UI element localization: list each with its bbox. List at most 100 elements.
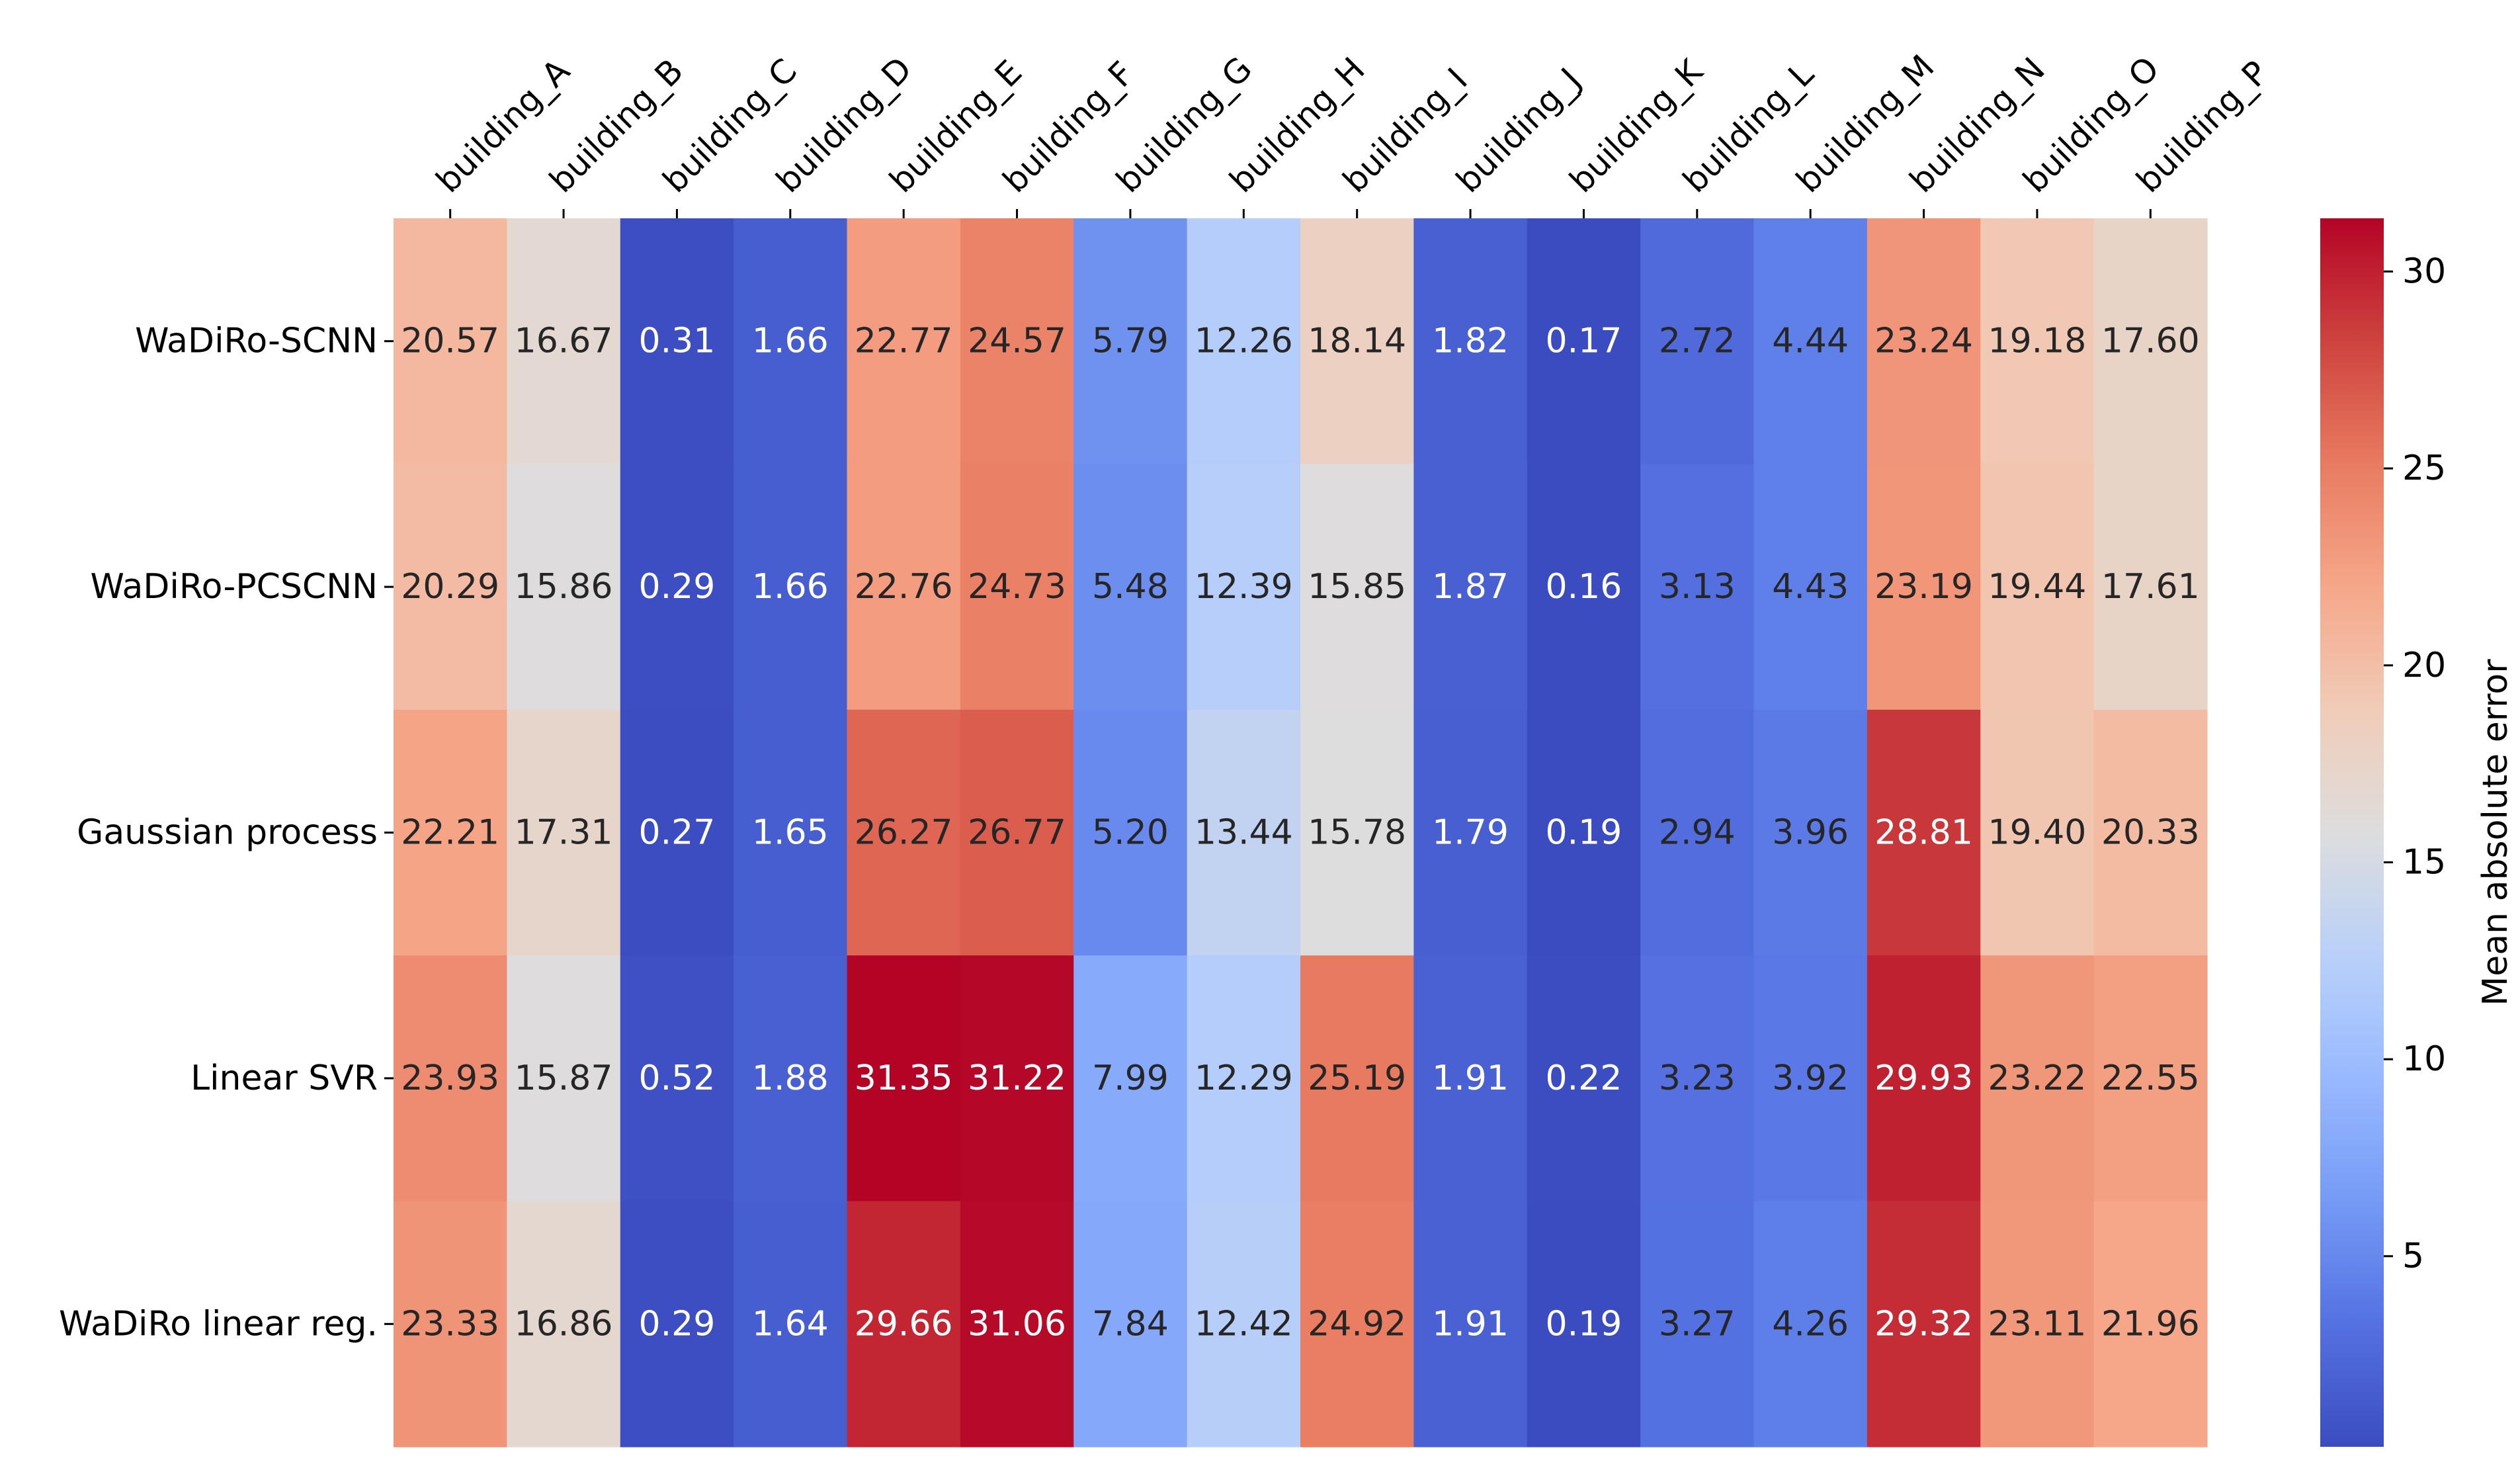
heatmap-cell bbox=[1413, 218, 1528, 464]
heatmap-cell bbox=[1867, 464, 1981, 711]
heatmap-cell bbox=[1640, 709, 1755, 956]
heatmap-cell bbox=[1187, 709, 1301, 956]
cell-value-label: 3.27 bbox=[1659, 1304, 1736, 1344]
cell-value-label: 5.79 bbox=[1092, 322, 1169, 361]
cell-value-label: 0.52 bbox=[639, 1058, 716, 1098]
heatmap-cell bbox=[1187, 218, 1301, 464]
cell-value-label: 0.19 bbox=[1546, 1304, 1622, 1344]
colorbar-label: Mean absolute error bbox=[2476, 659, 2515, 1006]
heatmap-cell bbox=[734, 955, 848, 1202]
y-tick-label: Linear SVR bbox=[190, 1058, 378, 1098]
cell-value-label: 1.87 bbox=[1432, 567, 1509, 607]
cell-value-label: 24.73 bbox=[968, 567, 1066, 607]
heatmap-cell bbox=[1413, 464, 1528, 711]
colorbar-tick-label: 5 bbox=[2402, 1236, 2424, 1276]
cell-value-label: 23.93 bbox=[401, 1058, 499, 1098]
cell-value-label: 23.22 bbox=[1988, 1058, 2087, 1098]
cell-value-label: 7.99 bbox=[1092, 1058, 1169, 1098]
cell-value-label: 15.86 bbox=[515, 567, 613, 607]
cell-value-label: 16.67 bbox=[515, 322, 613, 361]
cell-value-label: 3.92 bbox=[1772, 1058, 1849, 1098]
cell-value-label: 19.18 bbox=[1988, 322, 2087, 361]
heatmap-cell bbox=[1073, 1201, 1188, 1447]
cell-value-label: 5.48 bbox=[1092, 567, 1169, 607]
heatmap-cell bbox=[1867, 709, 1981, 956]
cell-value-label: 26.77 bbox=[968, 813, 1066, 853]
cell-value-label: 1.91 bbox=[1432, 1058, 1509, 1098]
heatmap-cell bbox=[960, 464, 1074, 711]
heatmap-cell bbox=[1753, 464, 1868, 711]
heatmap-cell bbox=[1527, 955, 1641, 1202]
heatmap-cell bbox=[2093, 464, 2208, 711]
heatmap-cell bbox=[394, 218, 507, 464]
heatmap-cell bbox=[1413, 955, 1528, 1202]
colorbar: 5 10 15 20 25 30 Mean absolute error bbox=[2320, 218, 2515, 1447]
colorbar-ticks: 5 10 15 20 25 30 bbox=[2384, 251, 2446, 1276]
cell-value-label: 1.66 bbox=[752, 567, 829, 607]
heatmap-cell bbox=[1073, 464, 1188, 711]
heatmap-cell bbox=[1980, 955, 2095, 1202]
cell-value-label: 13.44 bbox=[1195, 813, 1293, 853]
cell-value-label: 22.77 bbox=[855, 322, 953, 361]
cell-value-label: 15.87 bbox=[515, 1058, 613, 1098]
heatmap-cell bbox=[847, 709, 961, 956]
cell-value-label: 16.86 bbox=[515, 1304, 613, 1344]
y-tick-label: Gaussian process bbox=[77, 813, 378, 853]
cell-value-label: 3.96 bbox=[1772, 813, 1849, 853]
cell-value-label: 12.39 bbox=[1195, 567, 1293, 607]
cell-value-label: 1.65 bbox=[752, 813, 829, 853]
heatmap-cell bbox=[1073, 709, 1188, 956]
cell-value-label: 0.19 bbox=[1546, 813, 1622, 853]
heatmap-cell bbox=[507, 464, 621, 711]
cell-value-label: 17.61 bbox=[2101, 567, 2200, 607]
heatmap-cell bbox=[394, 955, 507, 1202]
heatmap-cell bbox=[620, 464, 734, 711]
cell-value-label: 20.57 bbox=[401, 322, 499, 361]
heatmap-cell bbox=[734, 218, 848, 464]
cell-value-label: 7.84 bbox=[1092, 1304, 1169, 1344]
cell-value-label: 1.82 bbox=[1432, 322, 1509, 361]
heatmap-cells bbox=[394, 218, 2208, 1447]
cell-value-label: 29.32 bbox=[1874, 1304, 1973, 1344]
cell-value-label: 29.93 bbox=[1874, 1058, 1973, 1098]
heatmap-cell bbox=[1413, 1201, 1528, 1447]
heatmap-cell bbox=[1300, 1201, 1414, 1447]
heatmap-cell bbox=[1187, 955, 1301, 1202]
cell-value-label: 31.22 bbox=[968, 1058, 1066, 1098]
colorbar-tick-label: 25 bbox=[2402, 449, 2446, 488]
cell-value-label: 18.14 bbox=[1308, 322, 1406, 361]
y-axis: WaDiRo-SCNN WaDiRo-PCSCNN Gaussian process… bbox=[59, 322, 394, 1344]
cell-value-label: 12.29 bbox=[1195, 1058, 1293, 1098]
y-tick-label: WaDiRo-SCNN bbox=[135, 322, 378, 361]
cell-value-label: 1.79 bbox=[1432, 813, 1509, 853]
heatmap-cell bbox=[394, 464, 507, 711]
heatmap-cell bbox=[507, 709, 621, 956]
heatmap-cell bbox=[1640, 1201, 1755, 1447]
heatmap-cell bbox=[1527, 218, 1641, 464]
cell-value-label: 31.35 bbox=[855, 1058, 953, 1098]
heatmap-cell bbox=[1187, 1201, 1301, 1447]
heatmap-cell bbox=[1300, 709, 1414, 956]
heatmap-cell bbox=[1980, 709, 2095, 956]
heatmap-cell bbox=[1527, 709, 1641, 956]
heatmap-cell bbox=[1753, 709, 1868, 956]
heatmap-cell bbox=[507, 955, 621, 1202]
heatmap-cell bbox=[2093, 218, 2208, 464]
cell-value-label: 12.26 bbox=[1195, 322, 1293, 361]
cell-value-label: 31.06 bbox=[968, 1304, 1066, 1344]
heatmap-cell bbox=[394, 709, 507, 956]
heatmap-cell bbox=[960, 955, 1074, 1202]
heatmap-cell bbox=[1073, 955, 1188, 1202]
x-tick-label: building_J bbox=[1449, 61, 1589, 200]
cell-value-label: 1.64 bbox=[752, 1304, 829, 1344]
heatmap-cell bbox=[1300, 955, 1414, 1202]
cell-value-label: 4.44 bbox=[1772, 322, 1849, 361]
heatmap-cell bbox=[734, 464, 848, 711]
heatmap-cell bbox=[1980, 1201, 2095, 1447]
heatmap-cell bbox=[960, 218, 1074, 464]
heatmap-cell bbox=[734, 1201, 848, 1447]
cell-value-label: 15.85 bbox=[1308, 567, 1406, 607]
cell-value-label: 23.11 bbox=[1988, 1304, 2087, 1344]
heatmap-cell bbox=[2093, 709, 2208, 956]
heatmap-cell bbox=[1527, 464, 1641, 711]
